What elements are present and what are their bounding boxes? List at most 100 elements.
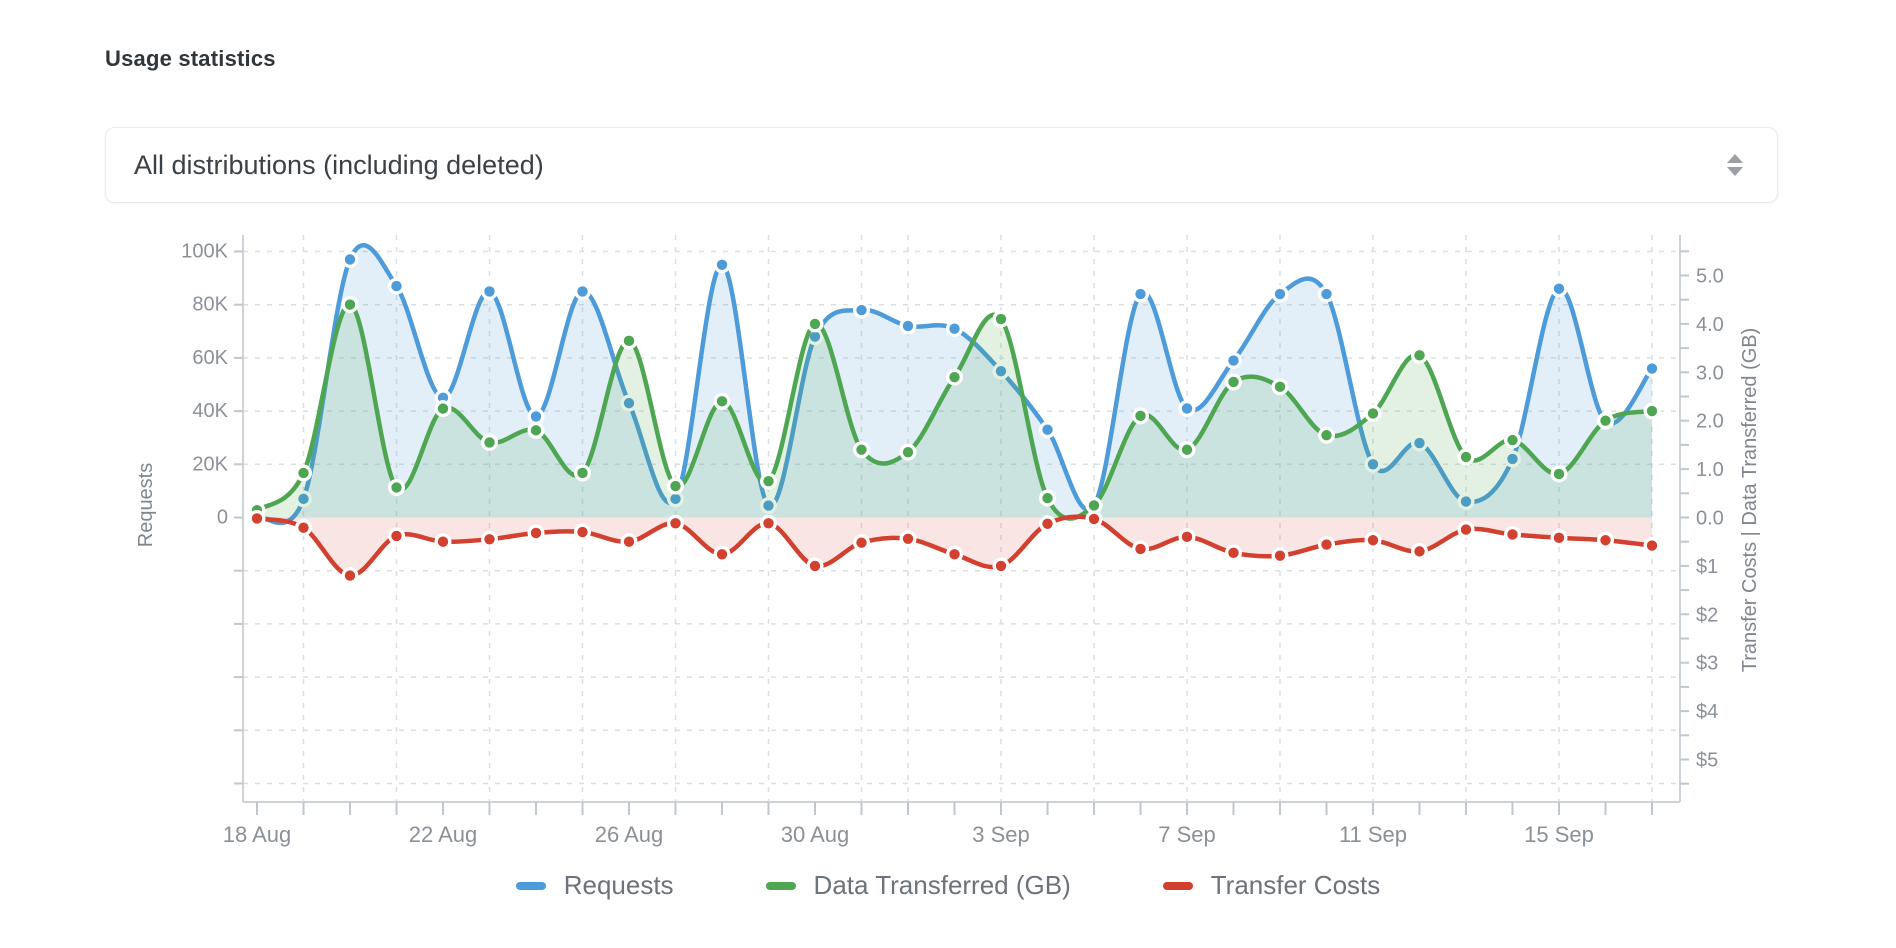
right-axis-gb-tick-label: 2.0 bbox=[1696, 411, 1724, 433]
transfer-costs-marker[interactable] bbox=[437, 536, 449, 547]
transfer-costs-marker[interactable] bbox=[1274, 550, 1286, 561]
legend-item-data-transferred-gb[interactable]: Data Transferred (GB) bbox=[765, 870, 1071, 901]
data-transferred-gb-marker[interactable] bbox=[484, 437, 495, 448]
transfer-costs-marker[interactable] bbox=[1553, 532, 1565, 544]
right-axis-gb-tick-label: 3.0 bbox=[1696, 362, 1724, 384]
data-transferred-gb-marker[interactable] bbox=[716, 396, 728, 407]
transfer-costs-marker[interactable] bbox=[530, 527, 542, 539]
data-transferred-gb-marker[interactable] bbox=[1367, 408, 1379, 419]
transfer-costs-marker[interactable] bbox=[716, 549, 728, 560]
left-axis-title: Requests bbox=[135, 463, 157, 548]
data-transferred-gb-marker[interactable] bbox=[344, 299, 356, 310]
requests-marker[interactable] bbox=[1181, 403, 1193, 414]
transfer-costs-marker[interactable] bbox=[1460, 524, 1472, 535]
data-transferred-gb-marker[interactable] bbox=[1321, 430, 1332, 441]
requests-marker[interactable] bbox=[344, 254, 356, 265]
data-transferred-gb-marker[interactable] bbox=[530, 425, 542, 436]
transfer-costs-marker[interactable] bbox=[1367, 535, 1379, 546]
data-transferred-gb-marker[interactable] bbox=[437, 403, 449, 414]
distribution-select[interactable]: All distributions (including deleted) bbox=[105, 127, 1778, 203]
requests-marker[interactable] bbox=[716, 259, 728, 270]
data-transferred-gb-marker[interactable] bbox=[809, 318, 821, 330]
requests-marker[interactable] bbox=[1507, 453, 1518, 465]
transfer-costs-marker[interactable] bbox=[809, 560, 821, 572]
data-transferred-gb-marker[interactable] bbox=[1414, 350, 1425, 361]
requests-marker[interactable] bbox=[856, 304, 867, 316]
requests-marker[interactable] bbox=[437, 392, 449, 403]
legend-item-requests[interactable]: Requests bbox=[515, 870, 674, 901]
data-transferred-gb-marker[interactable] bbox=[949, 371, 960, 383]
x-axis-tick-label: 15 Sep bbox=[1524, 822, 1594, 847]
transfer-costs-marker[interactable] bbox=[623, 536, 635, 547]
transfer-costs-marker[interactable] bbox=[1507, 529, 1518, 540]
transfer-costs-marker[interactable] bbox=[391, 530, 402, 542]
transfer-costs-marker[interactable] bbox=[1321, 539, 1332, 550]
requests-marker[interactable] bbox=[484, 286, 495, 297]
requests-marker[interactable] bbox=[1646, 363, 1658, 374]
transfer-costs-marker[interactable] bbox=[949, 549, 960, 560]
requests-marker[interactable] bbox=[391, 280, 402, 292]
requests-marker[interactable] bbox=[1274, 288, 1286, 300]
data-transferred-gb-marker[interactable] bbox=[1181, 444, 1193, 455]
requests-marker[interactable] bbox=[1321, 288, 1332, 300]
transfer-costs-marker[interactable] bbox=[1042, 518, 1053, 529]
transfer-costs-marker[interactable] bbox=[1646, 540, 1658, 551]
transfer-costs-marker[interactable] bbox=[1135, 543, 1146, 555]
data-transferred-gb-marker[interactable] bbox=[1600, 415, 1611, 426]
legend-item-transfer-costs[interactable]: Transfer Costs bbox=[1162, 870, 1380, 901]
transfer-costs-marker[interactable] bbox=[298, 522, 309, 533]
data-transferred-gb-marker[interactable] bbox=[1042, 492, 1053, 504]
transfer-costs-marker[interactable] bbox=[995, 560, 1007, 572]
transfer-costs-marker[interactable] bbox=[763, 518, 774, 529]
transfer-costs-marker[interactable] bbox=[902, 533, 914, 544]
transfer-costs-marker[interactable] bbox=[1414, 546, 1425, 557]
requests-marker[interactable] bbox=[623, 397, 635, 409]
transfer-costs-marker[interactable] bbox=[1088, 513, 1100, 525]
requests-marker[interactable] bbox=[809, 331, 821, 342]
data-transferred-gb-marker[interactable] bbox=[391, 482, 402, 493]
requests-marker[interactable] bbox=[1460, 496, 1472, 507]
requests-marker[interactable] bbox=[995, 366, 1007, 377]
requests-marker[interactable] bbox=[1553, 283, 1565, 294]
data-transferred-gb-marker[interactable] bbox=[1507, 434, 1518, 446]
left-axis-tick-label: 100K bbox=[181, 241, 228, 263]
data-transferred-gb-marker[interactable] bbox=[298, 467, 309, 479]
transfer-costs-marker[interactable] bbox=[577, 526, 588, 538]
requests-marker[interactable] bbox=[1228, 355, 1239, 366]
transfer-costs-marker[interactable] bbox=[1181, 531, 1193, 543]
data-transferred-gb-marker[interactable] bbox=[763, 476, 774, 487]
transfer-costs-marker[interactable] bbox=[1600, 535, 1611, 546]
data-transferred-gb-marker[interactable] bbox=[1088, 500, 1100, 511]
transfer-costs-marker[interactable] bbox=[484, 534, 495, 545]
data-transferred-gb-marker[interactable] bbox=[577, 467, 588, 479]
data-transferred-gb-marker[interactable] bbox=[670, 480, 681, 492]
data-transferred-gb-marker[interactable] bbox=[623, 335, 635, 347]
data-transferred-gb-marker[interactable] bbox=[1646, 405, 1658, 417]
requests-marker[interactable] bbox=[902, 320, 914, 332]
right-axis-gb-tick-label: 4.0 bbox=[1696, 314, 1724, 336]
transfer-costs-marker[interactable] bbox=[251, 513, 263, 524]
transfer-costs-marker[interactable] bbox=[670, 518, 681, 529]
data-transferred-gb-marker[interactable] bbox=[1460, 451, 1472, 463]
data-transferred-gb-marker[interactable] bbox=[1228, 376, 1239, 388]
requests-marker[interactable] bbox=[1042, 424, 1053, 435]
data-transferred-gb-marker[interactable] bbox=[1274, 381, 1286, 393]
transfer-costs-marker[interactable] bbox=[344, 570, 356, 581]
data-transferred-gb-marker[interactable] bbox=[995, 313, 1007, 325]
transfer-costs-marker[interactable] bbox=[856, 537, 867, 548]
requests-marker[interactable] bbox=[1414, 437, 1425, 449]
requests-marker[interactable] bbox=[763, 500, 774, 511]
transfer-costs-marker[interactable] bbox=[1228, 547, 1239, 559]
requests-marker[interactable] bbox=[298, 493, 309, 505]
requests-marker[interactable] bbox=[530, 411, 542, 422]
data-transferred-gb-marker[interactable] bbox=[1553, 468, 1565, 480]
data-transferred-gb-marker[interactable] bbox=[902, 446, 914, 458]
requests-marker[interactable] bbox=[949, 323, 960, 334]
requests-marker[interactable] bbox=[670, 493, 681, 505]
data-transferred-gb-marker[interactable] bbox=[1135, 410, 1146, 422]
requests-marker[interactable] bbox=[1135, 288, 1146, 300]
requests-marker[interactable] bbox=[577, 286, 588, 297]
data-transferred-gb-marker[interactable] bbox=[856, 444, 867, 455]
requests-marker[interactable] bbox=[1367, 459, 1379, 470]
